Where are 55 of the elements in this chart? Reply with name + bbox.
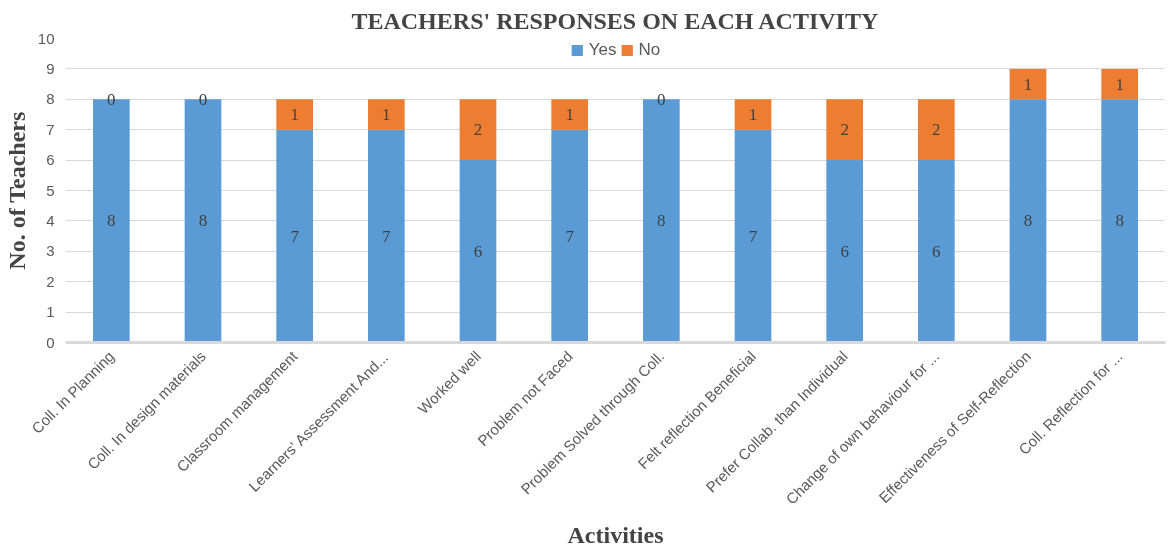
data-label: 8 [657,211,666,231]
data-label: 7 [565,226,575,246]
bar [459,99,497,161]
data-label: 7 [290,226,300,246]
bar [551,129,588,343]
y-tick-label: 6 [46,151,55,169]
data-label: 8 [107,211,116,231]
bar [826,99,863,161]
bar [734,129,772,343]
y-tick-label: 1 [46,303,55,321]
bar [276,99,313,130]
data-label: 1 [1115,74,1124,94]
data-label: 8 [1023,211,1033,231]
bar [276,129,313,343]
data-label: 2 [473,120,483,140]
y-tick-label: 2 [46,272,55,290]
y-tick-label: 4 [46,211,55,229]
data-label: 7 [748,226,758,246]
bar [368,99,405,130]
data-label: 6 [473,241,483,261]
y-tick-label: 7 [46,120,55,138]
y-tick-label: 3 [46,242,55,260]
y-tick-label: 9 [46,59,55,77]
bar [368,129,405,343]
data-label: 1 [748,105,758,124]
chart-title: TEACHERS' RESPONSES ON EACH ACTIVITY [351,7,879,34]
bar [1009,99,1047,343]
data-label: 2 [840,120,849,140]
data-label: 6 [840,241,849,261]
data-label: 7 [382,226,392,246]
x-axis-title: Activities [567,521,664,548]
data-label: 6 [932,241,941,261]
y-tick-label: 5 [46,181,55,199]
bar [1009,68,1047,100]
data-label: 8 [198,211,208,231]
bar [551,99,588,130]
y-tick-label: 10 [37,29,55,47]
y-axis-title: No. of Teachers [3,111,30,270]
legend-label: No [638,40,661,60]
data-label: 1 [1023,74,1033,94]
data-label: 8 [1115,211,1124,231]
data-label: 2 [932,120,941,140]
legend-label: Yes [588,40,617,60]
y-tick-label: 8 [46,90,55,108]
bar [918,160,955,343]
bar [918,99,955,161]
bar [826,160,863,343]
data-label: 1 [565,105,574,124]
bar [1101,99,1138,343]
bar [1101,68,1138,100]
bar [459,160,497,343]
data-label: 1 [290,105,299,124]
data-label: 1 [382,105,391,124]
y-tick-label: 0 [46,333,55,351]
bar [734,99,772,130]
